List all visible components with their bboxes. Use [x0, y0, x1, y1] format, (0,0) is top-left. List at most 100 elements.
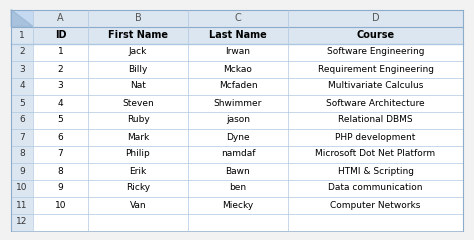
Polygon shape — [11, 10, 33, 26]
Bar — [11, 26, 33, 43]
Bar — [11, 128, 33, 145]
Text: First Name: First Name — [108, 30, 168, 40]
Bar — [11, 78, 33, 95]
Bar — [288, 128, 463, 145]
Text: Relational DBMS: Relational DBMS — [338, 115, 413, 125]
Text: Software Engineering: Software Engineering — [327, 48, 424, 56]
Text: ben: ben — [229, 184, 246, 192]
Text: 7: 7 — [58, 150, 64, 158]
Text: Ruby: Ruby — [127, 115, 149, 125]
Text: 4: 4 — [58, 98, 64, 108]
Bar — [33, 95, 88, 112]
Text: 10: 10 — [55, 200, 66, 210]
Bar — [33, 78, 88, 95]
Bar — [288, 26, 463, 43]
Bar — [33, 180, 88, 197]
Text: Requirement Engineering: Requirement Engineering — [318, 65, 434, 73]
Bar — [11, 60, 33, 78]
Text: 7: 7 — [19, 132, 25, 142]
Text: HTMI & Scripting: HTMI & Scripting — [337, 167, 413, 175]
Text: namdaf: namdaf — [221, 150, 255, 158]
Text: Jack: Jack — [129, 48, 147, 56]
Text: 6: 6 — [58, 132, 64, 142]
Bar — [288, 162, 463, 180]
Bar — [288, 10, 463, 26]
Bar — [288, 180, 463, 197]
Text: Nat: Nat — [130, 82, 146, 90]
Bar — [33, 60, 88, 78]
Bar — [11, 95, 33, 112]
Bar — [11, 112, 33, 128]
Bar — [11, 10, 33, 26]
Bar — [33, 128, 88, 145]
Text: Billy: Billy — [128, 65, 148, 73]
Text: Microsoft Dot Net Platform: Microsoft Dot Net Platform — [315, 150, 436, 158]
Bar — [11, 214, 33, 230]
Bar — [188, 214, 288, 230]
Bar — [188, 197, 288, 214]
Bar — [288, 95, 463, 112]
Text: Ricky: Ricky — [126, 184, 150, 192]
Text: 11: 11 — [16, 200, 28, 210]
Bar — [188, 26, 288, 43]
Bar — [288, 60, 463, 78]
Bar — [188, 128, 288, 145]
Bar — [11, 43, 33, 60]
Text: 12: 12 — [16, 217, 27, 227]
Bar — [11, 180, 33, 197]
Bar — [33, 197, 88, 214]
Text: 1: 1 — [19, 30, 25, 40]
Bar — [88, 26, 188, 43]
Text: jason: jason — [226, 115, 250, 125]
Text: 9: 9 — [58, 184, 64, 192]
Text: Erik: Erik — [129, 167, 146, 175]
Text: Irwan: Irwan — [226, 48, 250, 56]
Bar — [288, 43, 463, 60]
Bar — [288, 197, 463, 214]
Text: PHP development: PHP development — [335, 132, 416, 142]
Text: Mckao: Mckao — [224, 65, 253, 73]
Text: Bawn: Bawn — [226, 167, 250, 175]
Bar — [11, 162, 33, 180]
Bar — [33, 26, 88, 43]
Bar — [288, 145, 463, 162]
Bar — [188, 60, 288, 78]
Bar — [33, 162, 88, 180]
Text: Steven: Steven — [122, 98, 154, 108]
Bar — [33, 214, 88, 230]
Bar — [188, 43, 288, 60]
Text: 1: 1 — [58, 48, 64, 56]
Bar — [88, 78, 188, 95]
Text: B: B — [135, 13, 141, 23]
Text: Course: Course — [356, 30, 394, 40]
Text: 2: 2 — [58, 65, 64, 73]
Text: 5: 5 — [58, 115, 64, 125]
Text: Multivariate Calculus: Multivariate Calculus — [328, 82, 423, 90]
Text: 3: 3 — [58, 82, 64, 90]
Text: 2: 2 — [19, 48, 25, 56]
Bar — [188, 162, 288, 180]
Bar — [88, 112, 188, 128]
Bar — [11, 197, 33, 214]
Bar — [88, 180, 188, 197]
Bar — [288, 78, 463, 95]
Text: Van: Van — [130, 200, 146, 210]
Bar — [88, 60, 188, 78]
Bar — [188, 145, 288, 162]
Text: ID: ID — [55, 30, 66, 40]
Bar — [88, 214, 188, 230]
Bar — [88, 43, 188, 60]
Bar — [33, 10, 88, 26]
Text: Dyne: Dyne — [226, 132, 250, 142]
Bar — [88, 95, 188, 112]
Bar — [33, 145, 88, 162]
Bar — [188, 112, 288, 128]
Bar — [88, 128, 188, 145]
Bar — [88, 162, 188, 180]
Text: Shwimmer: Shwimmer — [214, 98, 262, 108]
Text: C: C — [235, 13, 241, 23]
Text: Miecky: Miecky — [222, 200, 254, 210]
Bar — [11, 145, 33, 162]
Text: Last Name: Last Name — [209, 30, 267, 40]
Text: 4: 4 — [19, 82, 25, 90]
